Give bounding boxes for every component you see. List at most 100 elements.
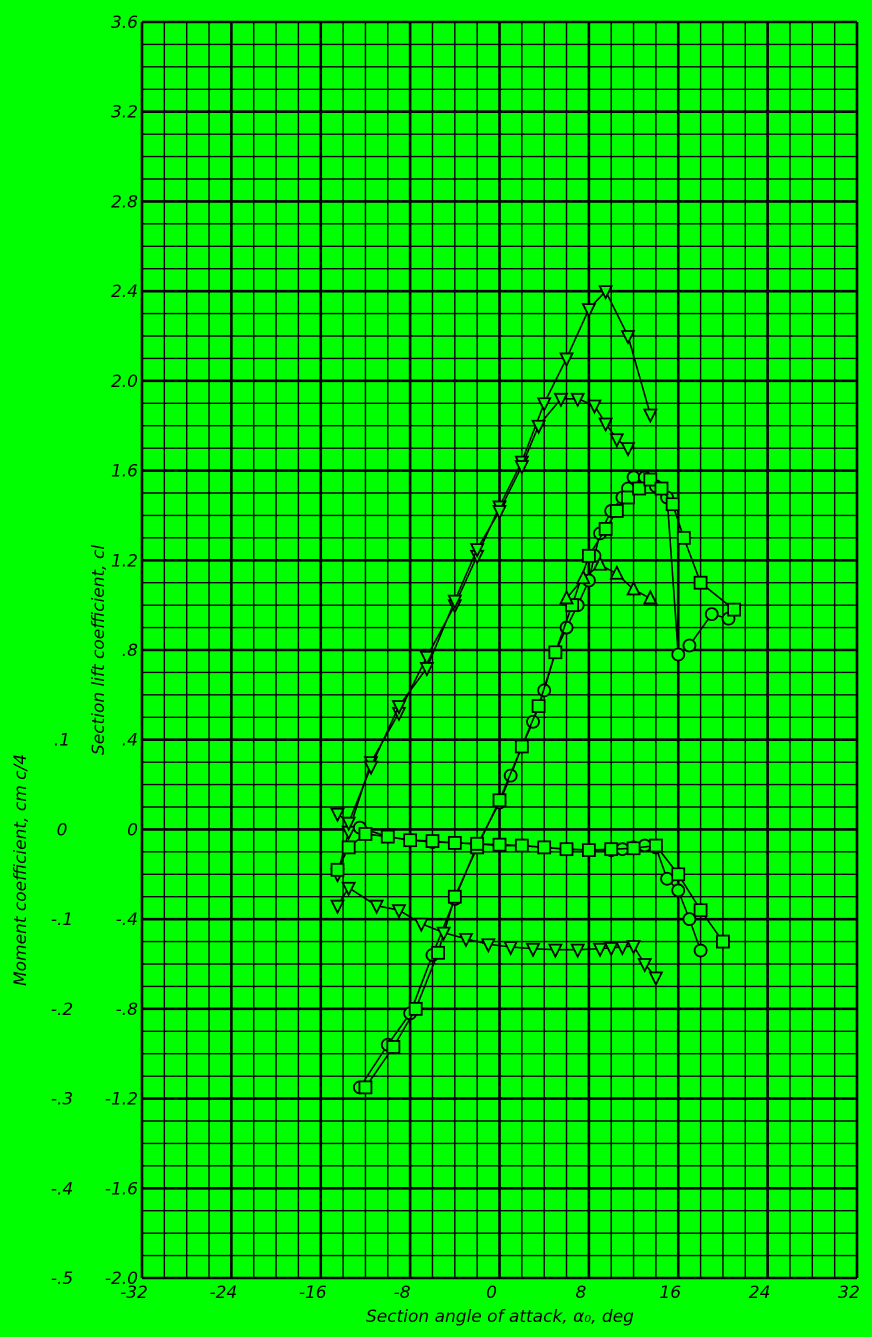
data-point-circle <box>637 838 652 853</box>
y-tick-label: 3.2 <box>111 103 138 123</box>
moment-tick-label: -.2 <box>51 1000 73 1020</box>
data-point-triangle-down <box>592 942 608 958</box>
data-point-square <box>358 1080 373 1095</box>
data-point-square <box>693 903 708 918</box>
data-point-square <box>447 835 462 850</box>
data-point-square <box>492 793 507 808</box>
data-point-triangle-down <box>648 971 664 987</box>
moment-axis-title: Moment coefficient, cm c/4 <box>11 754 31 986</box>
data-point-circle <box>682 638 697 653</box>
data-point-square <box>447 889 462 904</box>
data-point-square <box>654 481 669 496</box>
data-point-square <box>358 827 373 841</box>
data-point-square <box>548 645 563 660</box>
data-point-square <box>643 472 658 487</box>
data-point-square <box>559 842 574 857</box>
y-tick-label: 1.2 <box>111 551 138 571</box>
data-point-square <box>693 575 708 590</box>
data-point-square <box>598 521 613 536</box>
data-point-triangle-down <box>536 397 552 413</box>
y-tick-label: 2.8 <box>111 192 138 212</box>
data-point-triangle-down <box>603 941 619 957</box>
y-tick-label: .8 <box>122 641 138 661</box>
data-point-square <box>425 834 440 848</box>
moment-tick-label: -.4 <box>51 1179 73 1199</box>
data-point-triangle-down <box>570 392 586 408</box>
data-point-square <box>514 739 529 754</box>
moment-series-line <box>336 833 724 943</box>
data-point-square <box>403 833 418 848</box>
data-point-triangle-down <box>447 594 463 610</box>
data-point-square <box>649 838 663 853</box>
data-point-triangle-down <box>587 399 602 415</box>
data-point-square <box>581 843 596 857</box>
data-point-square <box>609 504 624 518</box>
data-point-triangle-down <box>419 650 435 666</box>
data-point-triangle-down <box>503 941 519 956</box>
data-point-circle <box>693 943 708 958</box>
tick-labels: -32 -24 -16 -8 0 8 16 24 32 -2.0 -1.6 -1.2 -.8 -.4 0 .4… <box>51 13 860 1303</box>
data-point-triangle-down <box>391 904 407 920</box>
data-point-triangle-down <box>581 303 597 319</box>
x-tick-label: 0 <box>486 1283 497 1303</box>
data-point-triangle-down <box>598 417 614 433</box>
data-point-triangle-down <box>330 899 345 915</box>
data-point-square <box>581 548 596 563</box>
data-point-triangle-down <box>363 760 379 776</box>
data-point-square <box>537 840 552 855</box>
data-point-triangle-down <box>492 505 507 520</box>
data-point-triangle-down <box>598 285 614 301</box>
data-point-triangle-up <box>609 564 625 580</box>
y-tick-label: .4 <box>122 731 138 751</box>
data-point-triangle-down <box>531 419 547 435</box>
data-point-triangle-down <box>419 662 435 677</box>
data-point-circle <box>704 607 719 622</box>
moment-tick-label: -.3 <box>51 1090 73 1110</box>
data-point-triangle-up <box>626 580 642 596</box>
data-point-triangle-down <box>514 460 530 476</box>
y-tick-label: 3.6 <box>111 13 138 33</box>
data-point-triangle-down <box>559 352 574 368</box>
data-point-triangle-down <box>369 899 385 915</box>
y-tick-label: -.8 <box>116 1000 139 1020</box>
data-point-square <box>470 836 485 851</box>
data-point-square <box>341 840 356 855</box>
data-point-triangle-down <box>469 543 485 559</box>
data-point-square <box>621 490 635 505</box>
y-tick-label: -.4 <box>116 910 138 930</box>
data-point-triangle-down <box>620 330 636 346</box>
data-point-triangle-down <box>525 942 541 958</box>
y-tick-label: 2.4 <box>111 282 138 302</box>
y-axis-title: Section lift coefficient, cl <box>89 545 109 755</box>
data-point-triangle-down <box>620 442 636 458</box>
data-point-square <box>632 481 647 496</box>
data-point-square <box>604 842 619 857</box>
x-tick-label: 16 <box>659 1283 681 1303</box>
x-tick-label: 24 <box>749 1283 771 1303</box>
x-tick-label: -32 <box>120 1283 148 1303</box>
data-point-square <box>514 838 529 853</box>
x-tick-label: -24 <box>209 1283 237 1303</box>
y-tick-label: -1.2 <box>105 1090 138 1110</box>
x-tick-label: 32 <box>838 1283 860 1303</box>
data-point-square <box>380 829 395 844</box>
y-tick-label: -2.0 <box>105 1269 138 1289</box>
data-point-triangle-down <box>330 807 345 823</box>
data-point-triangle-down <box>626 940 642 956</box>
data-point-triangle-down <box>570 943 586 959</box>
data-point-square <box>531 699 546 713</box>
data-point-square <box>330 862 345 877</box>
data-point-triangle-up <box>642 589 658 605</box>
data-point-circle <box>626 470 641 485</box>
data-point-circle <box>671 647 686 662</box>
data-point-triangle-down <box>614 941 630 956</box>
data-point-triangle-up <box>575 569 591 585</box>
data-point-square <box>676 530 691 545</box>
data-point-triangle-down <box>436 926 452 942</box>
data-point-square <box>665 497 680 512</box>
data-point-triangle-down <box>413 917 429 933</box>
x-tick-label: -8 <box>394 1283 411 1303</box>
data-point-circle <box>682 912 697 927</box>
data-point-circle <box>671 883 686 898</box>
data-point-square <box>671 867 686 882</box>
